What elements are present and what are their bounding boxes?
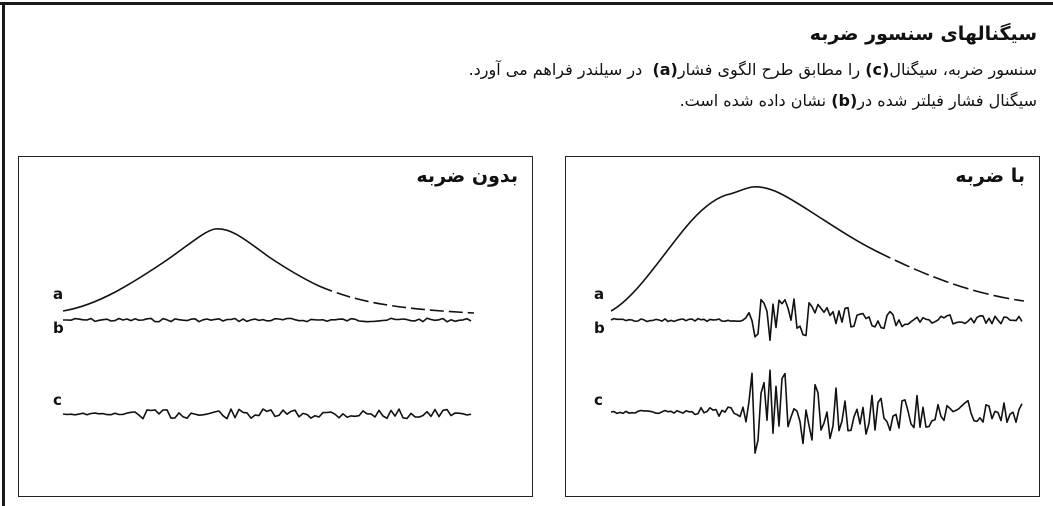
description-line-2: سیگنال فشار فیلتر شده در(b) نشان داده شد…: [37, 89, 1037, 113]
line1-part3: در سیلندر فراهم می آورد.: [468, 60, 643, 79]
page-title: سیگنالهای سنسور ضربه: [809, 23, 1037, 45]
panel-knock-title: با ضربه: [955, 165, 1025, 187]
trace-label-a: a: [53, 285, 64, 303]
filtered-pressure-trace: [63, 317, 472, 323]
traces-knock: [610, 186, 1025, 454]
line2-part1: سیگنال فشار فیلتر شده در: [857, 91, 1037, 110]
description-line-1: سنسور ضربه، سیگنال(c) را مطابق طرح الگوی…: [37, 58, 1037, 82]
pressure-curve-dashed: [318, 285, 475, 314]
trace-label-b: b: [53, 319, 64, 337]
line1-part2: را مطابق طرح الگوی فشار: [677, 60, 861, 79]
panel-no-knock-title: بدون ضربه: [416, 165, 518, 187]
text-block: سیگنالهای سنسور ضربه سنسور ضربه، سیگنال(…: [37, 20, 1037, 120]
trace-label-c: c: [594, 391, 603, 409]
label-b-inline: (b): [831, 91, 858, 110]
trace-label-a: a: [594, 285, 605, 303]
trace-label-c: c: [53, 391, 62, 409]
label-c-inline: (c): [865, 60, 890, 79]
label-a-inline: (a): [652, 60, 678, 79]
traces-no-knock: [62, 228, 475, 420]
trace-label-b: b: [594, 319, 605, 337]
filtered-pressure-trace: [610, 298, 1023, 342]
line1-part1: سنسور ضربه، سیگنال: [889, 60, 1037, 79]
pressure-curve-solid: [62, 228, 320, 312]
panel-knock: با ضربه a b c: [565, 156, 1040, 497]
pressure-curve-dashed: [875, 250, 1025, 302]
pressure-curve-solid: [610, 186, 877, 312]
line2-part2: نشان داده شده است.: [679, 91, 827, 110]
panel-no-knock: بدون ضربه a b c: [18, 156, 533, 497]
knock-sensor-trace: [62, 408, 472, 420]
knock-sensor-trace: [610, 369, 1023, 454]
left-border: [2, 2, 5, 506]
top-border: [0, 2, 1053, 5]
